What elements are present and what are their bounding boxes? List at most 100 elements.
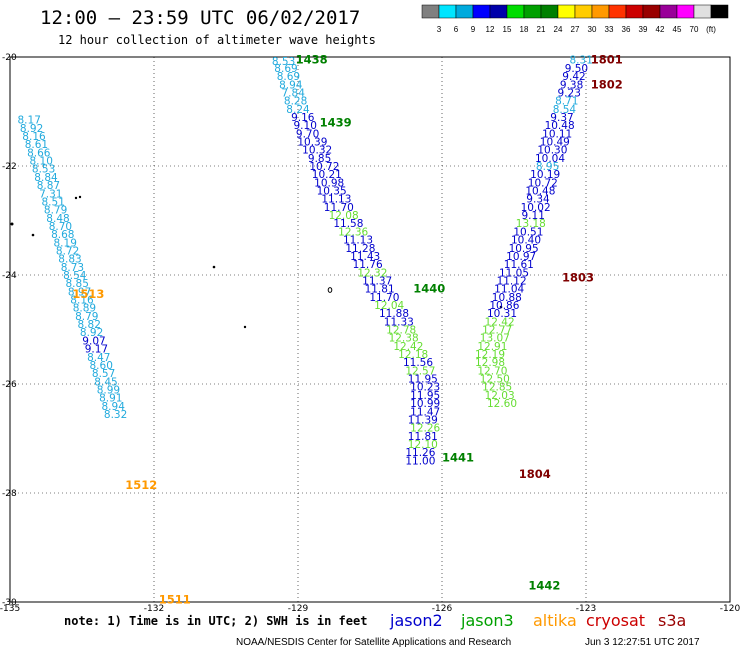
wave-height-value: 10.48 <box>545 120 575 132</box>
wave-height-value: 12.77 <box>482 325 512 337</box>
wave-height-value: 12.91 <box>477 341 507 353</box>
wave-height-value: 8.97 <box>68 286 91 298</box>
wave-height-value: 8.84 <box>34 172 58 184</box>
x-tick-label: -126 <box>432 604 453 614</box>
wave-height-value: 8.73 <box>61 262 84 274</box>
wave-height-value: 8.94 <box>279 79 303 91</box>
wave-height-value: 12.38 <box>389 333 419 345</box>
wave-height-value: 10.51 <box>513 226 543 238</box>
island-markers <box>10 195 503 329</box>
wave-height-value: 8.79 <box>75 311 98 323</box>
wave-height-value: 12.19 <box>475 349 505 361</box>
wave-height-value: 11.26 <box>405 447 435 459</box>
wave-height-value: 8.17 <box>18 115 41 127</box>
map-title: 12:00 – 23:59 UTC 06/02/2017 <box>40 7 360 29</box>
scale-swatch <box>693 4 712 19</box>
pass-label: 1438 <box>296 53 328 67</box>
x-tick-label: -129 <box>288 604 309 614</box>
legend-cryosat: cryosat <box>586 611 645 630</box>
scale-swatch <box>625 4 644 19</box>
wave-height-value: 11.43 <box>350 251 380 263</box>
wave-height-value: 10.11 <box>542 128 572 140</box>
footer-note: note: 1) Time is in UTC; 2) SWH is in fe… <box>64 614 367 628</box>
island-dot <box>243 325 247 329</box>
wave-height-value: 8.68 <box>51 229 74 241</box>
pass-labels: 1438 1439 1440 1441 1442 1513 1512 1511 1801 1802… <box>72 53 622 607</box>
island-dot <box>78 195 82 199</box>
wave-height-value: 8.69 <box>274 63 297 75</box>
scale-swatch <box>557 4 576 19</box>
wave-height-value: 8.16 <box>22 131 46 143</box>
wave-height-value: 10.30 <box>537 145 567 157</box>
satellite-legend: jason2 jason3 altika cryosat s3a <box>389 611 686 630</box>
x-tick-label: -132 <box>144 604 164 614</box>
wave-height-value: 8.91 <box>99 393 122 405</box>
wave-height-value: 12.36 <box>338 226 368 238</box>
scale-label: 15 <box>503 25 512 34</box>
wave-height-value: 11.13 <box>343 235 373 247</box>
wave-height-value: 10.31 <box>487 308 517 320</box>
legend-jason3: jason3 <box>460 611 514 630</box>
wave-height-value: 10.32 <box>302 145 332 157</box>
scale-swatch <box>591 4 610 19</box>
scale-swatch <box>455 4 474 19</box>
y-tick-label: -30 <box>2 598 17 608</box>
wave-height-value: 9.37 <box>550 112 573 124</box>
wave-height-value: 9.07 <box>82 335 105 347</box>
pass-label: 1441 <box>442 451 474 465</box>
wave-height-value: 9.50 <box>565 63 588 75</box>
scale-label: 24 <box>554 25 563 34</box>
wave-height-value: 8.60 <box>90 360 113 372</box>
wave-height-value: 10.21 <box>312 169 342 181</box>
wave-height-value: 10.35 <box>317 186 347 198</box>
scale-swatch <box>540 4 559 19</box>
wave-height-value: 8.16 <box>70 295 94 307</box>
scale-label: 3 <box>437 25 442 34</box>
wave-height-value: 12.32 <box>357 267 387 279</box>
island-dot <box>10 222 14 226</box>
wave-height-value: 11.47 <box>410 406 440 418</box>
wave-height-value: 11.12 <box>497 275 527 287</box>
wave-height-value: 9.16 <box>291 112 315 124</box>
scale-label: 9 <box>471 25 476 34</box>
wave-height-value: 12.98 <box>475 357 505 369</box>
legend-jason2: jason2 <box>389 611 443 630</box>
footer-credit: NOAA/NESDIS Center for Satellite Applica… <box>236 637 511 648</box>
wave-height-value: 10.98 <box>314 177 344 189</box>
wave-height-value: 11.81 <box>365 284 395 296</box>
wave-height-value: 8.45 <box>94 376 117 388</box>
wave-height-value: 8.54 <box>553 104 577 116</box>
scale-swatch <box>642 4 661 19</box>
x-tick-label: -123 <box>576 604 596 614</box>
wave-height-value: 8.85 <box>66 278 89 290</box>
wave-height-value: 12.70 <box>477 365 507 377</box>
island-dot <box>212 265 216 269</box>
wave-height-value: 11.70 <box>369 292 399 304</box>
wave-height-value: 12.57 <box>405 365 435 377</box>
scale-swatch <box>523 4 542 19</box>
wave-height-value: 7.31 <box>39 188 62 200</box>
wave-height-value: 11.33 <box>384 316 414 328</box>
pass-label: 1512 <box>125 478 157 492</box>
wave-height-value: 8.28 <box>284 96 307 108</box>
wave-height-value: 11.61 <box>504 259 534 271</box>
pass-label: 1804 <box>519 467 551 481</box>
wave-height-value: 12.26 <box>410 423 440 435</box>
wave-height-value: 8.53 <box>272 56 295 68</box>
wave-height-value: 9.34 <box>526 194 550 206</box>
pass-label: 1439 <box>320 115 352 129</box>
wave-height-value: 8.92 <box>80 327 103 339</box>
wave-height-value: 12.78 <box>386 325 416 337</box>
wave-height-value: 11.81 <box>408 431 438 443</box>
scale-swatch <box>489 4 508 19</box>
y-tick-label: -20 <box>2 53 17 63</box>
wave-height-value: 11.95 <box>410 390 440 402</box>
map-subtitle: 12 hour collection of altimeter wave hei… <box>58 33 376 47</box>
wave-height-value: 11.00 <box>405 455 435 467</box>
map-grid: -135 -132 -129 -126 -123 -120 -20 -22 -24 -26 -28 -… <box>0 53 740 614</box>
y-tick-label: -24 <box>2 271 17 281</box>
wave-height-value: 11.58 <box>333 218 363 230</box>
y-tick-label: -22 <box>2 162 17 172</box>
y-tick-label: -28 <box>2 489 17 499</box>
wave-height-value: 8.82 <box>78 319 101 331</box>
